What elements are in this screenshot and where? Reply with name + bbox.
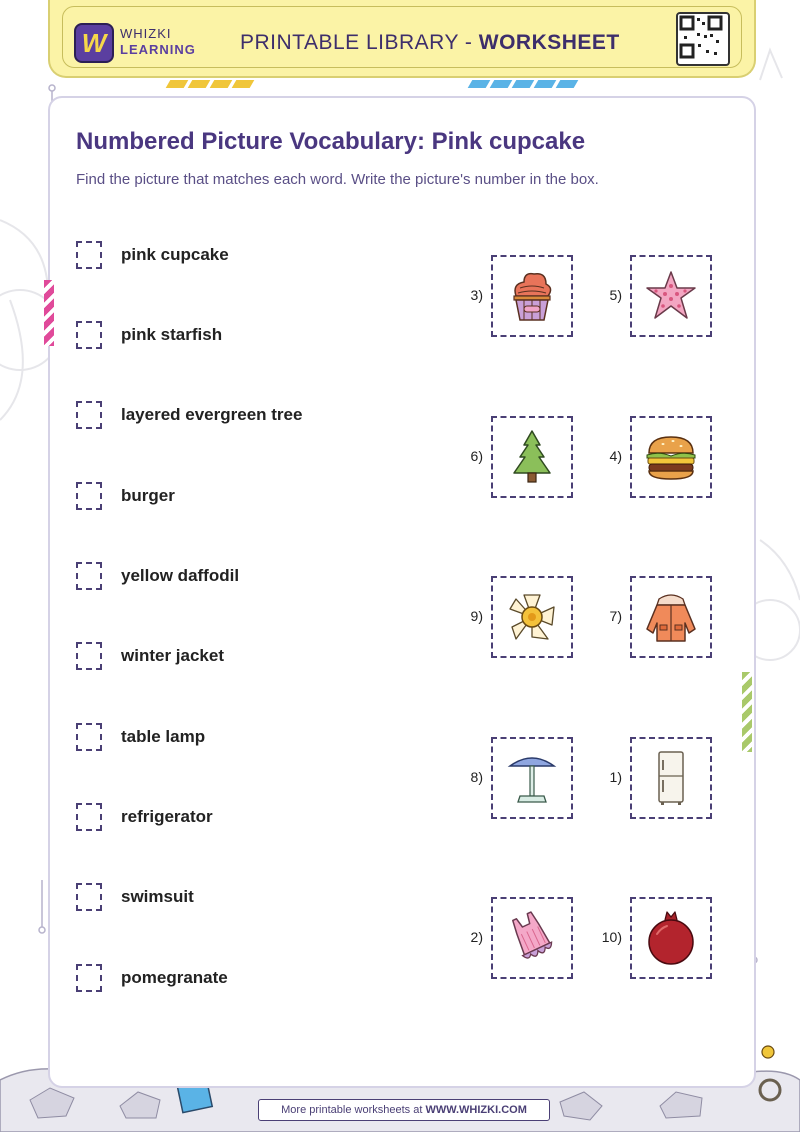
header-stripes-blue [467,80,579,90]
evergreen-tree-icon [513,430,551,483]
word-label: pink cupcake [121,245,229,264]
picture-frame [491,416,573,498]
swimsuit-icon [512,911,553,959]
answer-box[interactable] [76,723,102,751]
answer-box[interactable] [76,883,102,911]
header-stripes-yellow [165,80,255,90]
picture-card: 3) [471,255,575,339]
answer-box[interactable] [76,401,102,429]
word-label: pomegranate [121,968,228,987]
pomegranate-icon [648,911,694,965]
picture-card: 5) [610,255,714,339]
word-label: layered evergreen tree [121,405,303,424]
picture-number: 4) [609,448,622,464]
picture-number: 6) [470,448,483,464]
picture-number: 5) [609,287,622,303]
worksheet-title: Numbered Picture Vocabulary: Pink cupcak… [76,128,586,155]
footer-website-link[interactable]: More printable worksheets at WWW.WHIZKI.… [258,1099,550,1121]
picture-number: 3) [470,287,483,303]
answer-box[interactable] [76,642,102,670]
answer-box[interactable] [76,803,102,831]
cupcake-icon [513,272,552,321]
header-title: PRINTABLE LIBRARY - WORKSHEET [240,31,620,55]
picture-card: 1) [610,737,714,821]
answer-box[interactable] [76,562,102,590]
picture-card: 8) [471,737,575,821]
picture-card: 7) [610,576,714,660]
word-label: yellow daffodil [121,566,240,585]
side-tab-left [44,280,54,346]
footer-site: WWW.WHIZKI.COM [425,1104,527,1116]
answer-box[interactable] [76,964,102,992]
qr-code-icon[interactable] [676,12,730,66]
word-label: refrigerator [121,807,213,826]
table-lamp-icon [507,757,557,803]
header-title-bold: WORKSHEET [478,31,620,54]
header-inner-frame [62,6,742,68]
side-tab-right [742,672,752,752]
picture-number: 8) [470,769,483,785]
brand-name-bottom: LEARNING [120,42,196,57]
picture-card: 2) [471,897,575,981]
whizki-logo-icon[interactable]: W [74,23,114,63]
word-label: pink starfish [121,325,223,344]
burger-icon [646,436,696,480]
picture-number: 10) [601,929,622,945]
starfish-icon [646,271,696,319]
header-banner [48,0,756,78]
daffodil-icon [509,594,555,640]
answer-box[interactable] [76,321,102,349]
footer-prefix: More printable worksheets at [281,1104,426,1116]
answer-box[interactable] [76,482,102,510]
picture-number: 9) [470,608,483,624]
word-label: swimsuit [121,887,194,906]
header-title-prefix: PRINTABLE LIBRARY - [240,31,479,54]
picture-card: 4) [610,416,714,500]
picture-number: 7) [609,608,622,624]
picture-card: 9) [471,576,575,660]
picture-card: 10) [602,897,714,981]
picture-number: 2) [470,929,483,945]
answer-box[interactable] [76,241,102,269]
winter-jacket-icon [646,594,696,642]
refrigerator-icon [658,751,684,805]
word-label: winter jacket [121,646,224,665]
picture-card: 6) [471,416,575,500]
word-label: burger [121,486,175,505]
brand-name[interactable]: WHIZKI LEARNING [120,26,196,58]
worksheet-instructions: Find the picture that matches each word.… [76,171,599,188]
picture-number: 1) [609,769,622,785]
word-label: table lamp [121,727,206,746]
brand-name-top: WHIZKI [120,26,172,41]
